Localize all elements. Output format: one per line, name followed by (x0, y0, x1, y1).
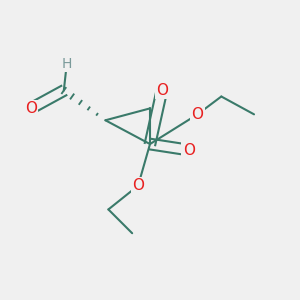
Text: O: O (132, 178, 144, 193)
Text: O: O (156, 83, 168, 98)
Text: O: O (183, 142, 195, 158)
Text: H: H (61, 57, 72, 71)
Text: O: O (25, 101, 37, 116)
Text: O: O (192, 107, 204, 122)
